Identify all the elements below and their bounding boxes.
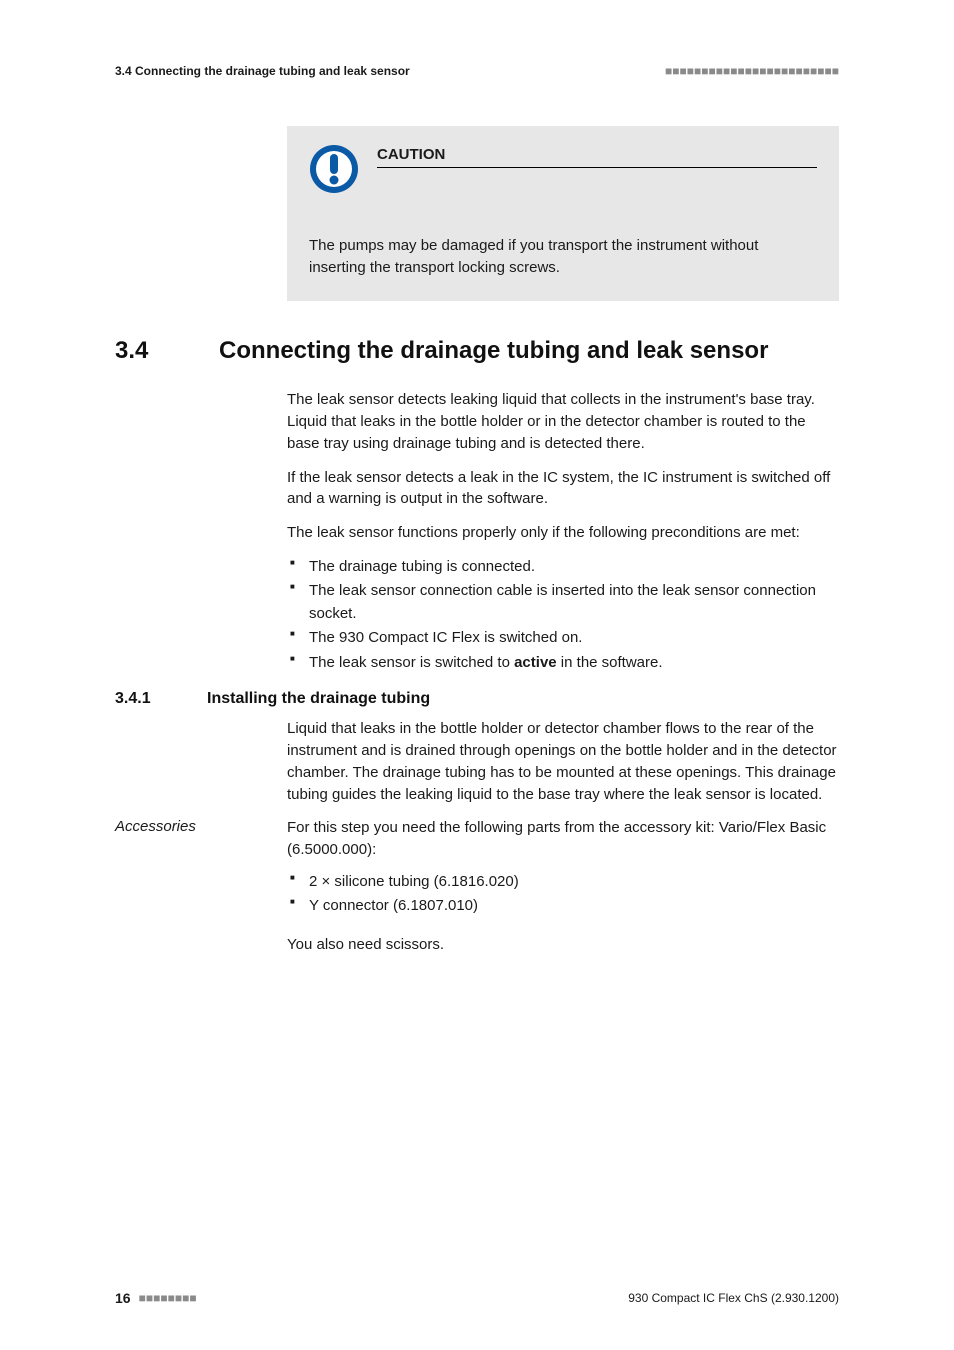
page-footer: 16 ■■■■■■■■ 930 Compact IC Flex ChS (2.9…: [115, 1290, 839, 1306]
section-number: 3.4: [115, 337, 175, 365]
caution-body-text: The pumps may be damaged if you transpor…: [309, 235, 817, 279]
footer-doc-id: 930 Compact IC Flex ChS (2.930.1200): [628, 1291, 839, 1305]
preconditions-list: The drainage tubing is connected. The le…: [287, 556, 839, 675]
header-ornament-icon: ■■■■■■■■■■■■■■■■■■■■■■■■: [665, 64, 839, 78]
margin-label-accessories: Accessories: [115, 817, 287, 835]
list-item: 2 × silicone tubing (6.1816.020): [287, 871, 839, 894]
subsection-title: Installing the drainage tubing: [207, 690, 430, 708]
list-item: The 930 Compact IC Flex is switched on.: [287, 627, 839, 650]
caution-header-row: CAUTION: [309, 144, 817, 199]
caution-callout: CAUTION The pumps may be damaged if you …: [287, 126, 839, 301]
body-paragraph: The leak sensor functions properly only …: [287, 522, 839, 544]
list-item-text: The leak sensor is switched to active in…: [309, 654, 663, 671]
accessories-intro: For this step you need the following par…: [287, 817, 839, 861]
bold-active: active: [514, 654, 557, 671]
accessories-list: 2 × silicone tubing (6.1816.020) Y conne…: [287, 871, 839, 918]
footer-ornament-icon: ■■■■■■■■: [139, 1291, 197, 1305]
caution-title-wrap: CAUTION: [377, 144, 817, 168]
subsection-heading: 3.4.1 Installing the drainage tubing: [115, 690, 839, 708]
accessories-block: Accessories For this step you need the f…: [115, 817, 839, 861]
footer-left: 16 ■■■■■■■■: [115, 1290, 197, 1306]
subsection-number: 3.4.1: [115, 690, 171, 708]
running-header: 3.4 Connecting the drainage tubing and l…: [115, 64, 839, 78]
header-section-title: 3.4 Connecting the drainage tubing and l…: [115, 64, 410, 78]
list-item: The leak sensor is switched to active in…: [287, 652, 839, 675]
list-item: Y connector (6.1807.010): [287, 895, 839, 918]
caution-exclamation-icon: [309, 144, 361, 199]
list-item: The leak sensor connection cable is inse…: [287, 580, 839, 625]
caution-title: CAUTION: [377, 146, 817, 168]
page-root: 3.4 Connecting the drainage tubing and l…: [0, 0, 954, 1350]
body-paragraph: If the leak sensor detects a leak in the…: [287, 467, 839, 511]
list-item: The drainage tubing is connected.: [287, 556, 839, 579]
section-title: Connecting the drainage tubing and leak …: [219, 337, 768, 366]
body-paragraph: You also need scissors.: [287, 934, 839, 956]
section-heading: 3.4 Connecting the drainage tubing and l…: [115, 337, 839, 366]
body-paragraph: Liquid that leaks in the bottle holder o…: [287, 718, 839, 805]
page-number: 16: [115, 1290, 131, 1306]
body-paragraph: The leak sensor detects leaking liquid t…: [287, 389, 839, 454]
